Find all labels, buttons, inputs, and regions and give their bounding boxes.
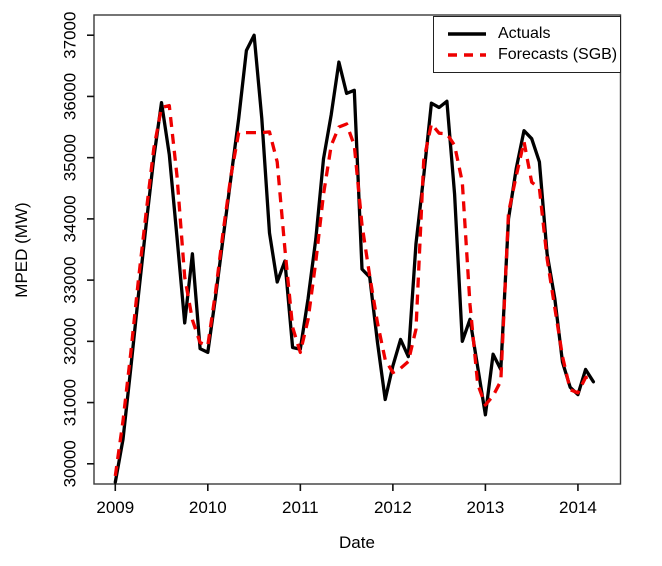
svg-text:32000: 32000 [60,318,79,365]
forecasts-line-sample-icon [448,53,486,57]
legend-label-forecasts: Forecasts (SGB) [498,46,618,63]
svg-text:37000: 37000 [60,12,79,59]
actuals-line-sample-icon [448,32,486,36]
svg-text:2012: 2012 [374,498,412,517]
svg-text:30000: 30000 [60,440,79,487]
svg-text:31000: 31000 [60,379,79,426]
svg-text:2011: 2011 [282,498,319,517]
y-axis-title: MPED (MW) [12,202,31,297]
x-axis-title: Date [339,533,375,552]
x-axis: 2009 2010 2011 2012 2013 2014 [96,484,597,517]
y-axis: 30000 31000 32000 33000 34000 35000 36000 37000 [60,12,94,487]
svg-text:2014: 2014 [559,498,597,517]
svg-text:2009: 2009 [96,498,134,517]
legend-item-forecasts: Forecasts (SGB) [447,46,620,65]
svg-text:35000: 35000 [60,134,79,181]
svg-text:33000: 33000 [60,256,79,303]
legend-label-actuals: Actuals [498,25,551,42]
svg-text:36000: 36000 [60,73,79,120]
svg-text:34000: 34000 [60,195,79,242]
series-lines [113,33,596,484]
svg-text:2013: 2013 [466,498,504,517]
legend-item-actuals: Actuals [447,25,620,44]
legend: Actuals Forecasts (SGB) [433,16,621,73]
svg-text:2010: 2010 [189,498,227,517]
plot-border [93,14,622,485]
